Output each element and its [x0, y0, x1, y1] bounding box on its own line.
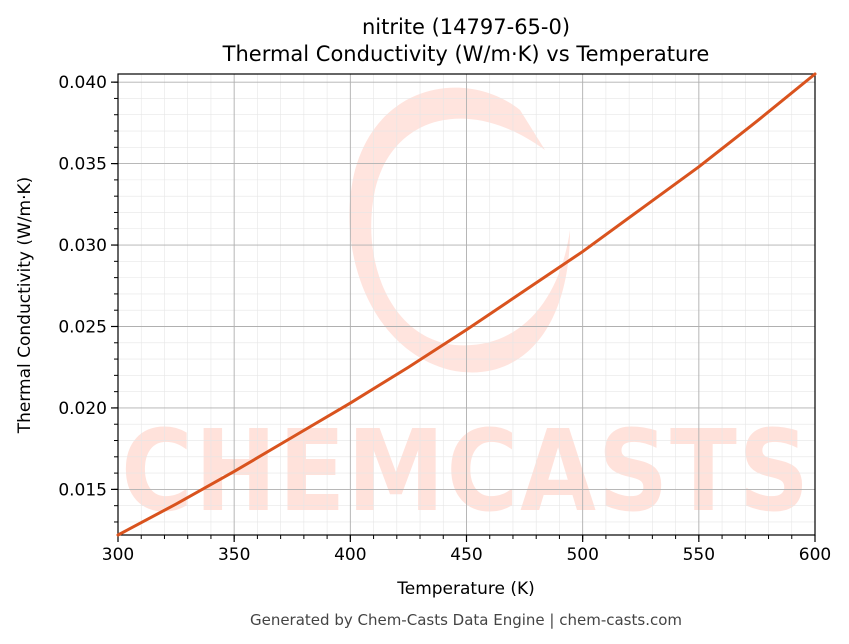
watermark: CHEMCASTS — [121, 87, 811, 537]
watermark-text: CHEMCASTS — [121, 407, 811, 537]
x-axis: 300 350 400 450 500 550 600 — [102, 535, 831, 565]
x-tick-label: 550 — [683, 545, 715, 565]
y-tick-label: 0.040 — [58, 73, 107, 93]
x-tick-label: 400 — [334, 545, 366, 565]
y-tick-label: 0.030 — [58, 236, 107, 256]
y-axis-label: Thermal Conductivity (W/m·K) — [15, 177, 35, 435]
chart-title: nitrite (14797-65-0) — [362, 15, 570, 39]
y-tick-label: 0.035 — [58, 155, 107, 175]
x-tick-label: 450 — [450, 545, 482, 565]
y-tick-label: 0.015 — [58, 480, 107, 500]
x-tick-label: 350 — [218, 545, 250, 565]
watermark-swirl — [349, 87, 570, 373]
series-line — [116, 72, 817, 537]
footer-credit: Generated by Chem-Casts Data Engine | ch… — [250, 611, 682, 629]
x-axis-label: Temperature (K) — [396, 579, 535, 599]
x-tick-label: 500 — [566, 545, 598, 565]
y-axis: 0.015 0.020 0.025 0.030 0.035 0.040 — [58, 73, 118, 523]
y-tick-label: 0.025 — [58, 317, 107, 337]
x-tick-label: 300 — [102, 545, 134, 565]
x-tick-label: 600 — [799, 545, 831, 565]
chart-subtitle: Thermal Conductivity (W/m·K) vs Temperat… — [222, 42, 710, 66]
y-tick-label: 0.020 — [58, 399, 107, 419]
